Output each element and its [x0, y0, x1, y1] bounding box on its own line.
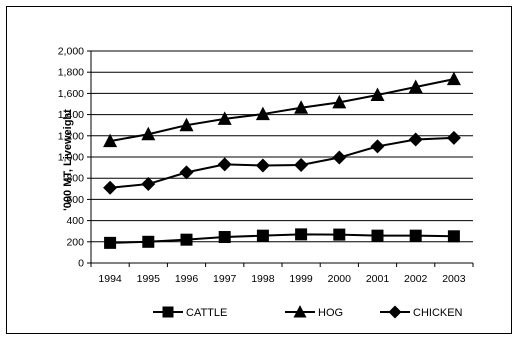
chicken-point — [446, 130, 461, 145]
x-tick-label: 2002 — [404, 273, 428, 285]
hog-point — [408, 79, 423, 94]
y-tick-label: 1,200 — [58, 130, 84, 142]
y-axis-title: '000 MT, Liveweight — [62, 109, 74, 211]
cattle-point — [218, 231, 231, 244]
cattle-point — [104, 236, 117, 249]
y-tick-label: 1,400 — [58, 109, 84, 121]
cattle-legend-label: CATTLE — [186, 307, 227, 319]
chicken-point — [332, 150, 347, 165]
hog-point — [332, 94, 347, 109]
x-tick-label: 1998 — [251, 273, 275, 285]
cattle-point — [333, 228, 346, 241]
y-tick-label: 1,600 — [58, 88, 84, 100]
hog-point — [294, 100, 309, 114]
chicken-point — [255, 158, 270, 173]
chicken-point — [408, 132, 423, 147]
y-tick-label: 800 — [66, 173, 84, 185]
cattle-point — [447, 230, 460, 243]
axes — [87, 50, 474, 267]
hog-legend-label: HOG — [318, 307, 343, 319]
hog-legend-marker — [293, 305, 307, 318]
y-tick-label: 0 — [78, 258, 84, 270]
chicken-point — [294, 157, 309, 172]
x-tick-label: 1995 — [137, 273, 161, 285]
y-tick-label: 400 — [66, 215, 84, 227]
y-tick-label: 1,800 — [58, 67, 84, 79]
chicken-legend-label: CHICKEN — [413, 307, 463, 319]
hog-point — [255, 106, 270, 121]
chicken-point — [179, 165, 194, 180]
hog-point — [179, 117, 194, 132]
y-tick-label: 200 — [66, 236, 84, 248]
hog-point — [141, 126, 156, 141]
hog-series-line — [109, 78, 455, 143]
cattle-point — [180, 233, 193, 246]
x-tick-label: 1996 — [175, 273, 199, 285]
x-tick-label: 2001 — [366, 273, 390, 285]
y-tick-labels: 0 200 400 600 800 1,000 1,200 1,400 1,600 1,800 2,… — [58, 46, 84, 270]
x-tick-label: 1999 — [289, 273, 313, 285]
cattle-legend-marker — [162, 306, 174, 318]
hog-point — [370, 87, 385, 101]
cattle-point — [409, 229, 422, 242]
cattle-point — [256, 229, 269, 242]
hog-point — [217, 111, 232, 125]
chicken-legend-marker — [388, 305, 402, 319]
hog-point — [103, 133, 118, 148]
x-tick-label: 1997 — [213, 273, 237, 285]
cattle-point — [295, 228, 308, 241]
y-tick-label: 600 — [66, 194, 84, 206]
chicken-point — [217, 157, 232, 172]
x-tick-label: 1994 — [98, 273, 122, 285]
chicken-point — [370, 139, 385, 154]
cattle-series-line — [110, 233, 454, 244]
chicken-point — [141, 177, 156, 192]
x-tick-labels: 1994 1995 1996 1997 1998 1999 2000 2001 2002 2003 — [98, 273, 465, 285]
chicken-series-line — [110, 136, 454, 189]
hog-point — [446, 71, 461, 86]
y-tick-label: 1,000 — [58, 152, 84, 164]
legend: CATTLE HOG CHICKEN — [153, 305, 463, 319]
chart-frame — [6, 6, 512, 334]
chicken-point — [103, 180, 118, 195]
cattle-point — [142, 235, 155, 248]
x-tick-label: 2003 — [442, 273, 466, 285]
x-tick-label: 2000 — [328, 273, 352, 285]
y-tick-label: 2,000 — [58, 46, 84, 58]
cattle-point — [371, 229, 384, 242]
series-group — [103, 71, 461, 249]
